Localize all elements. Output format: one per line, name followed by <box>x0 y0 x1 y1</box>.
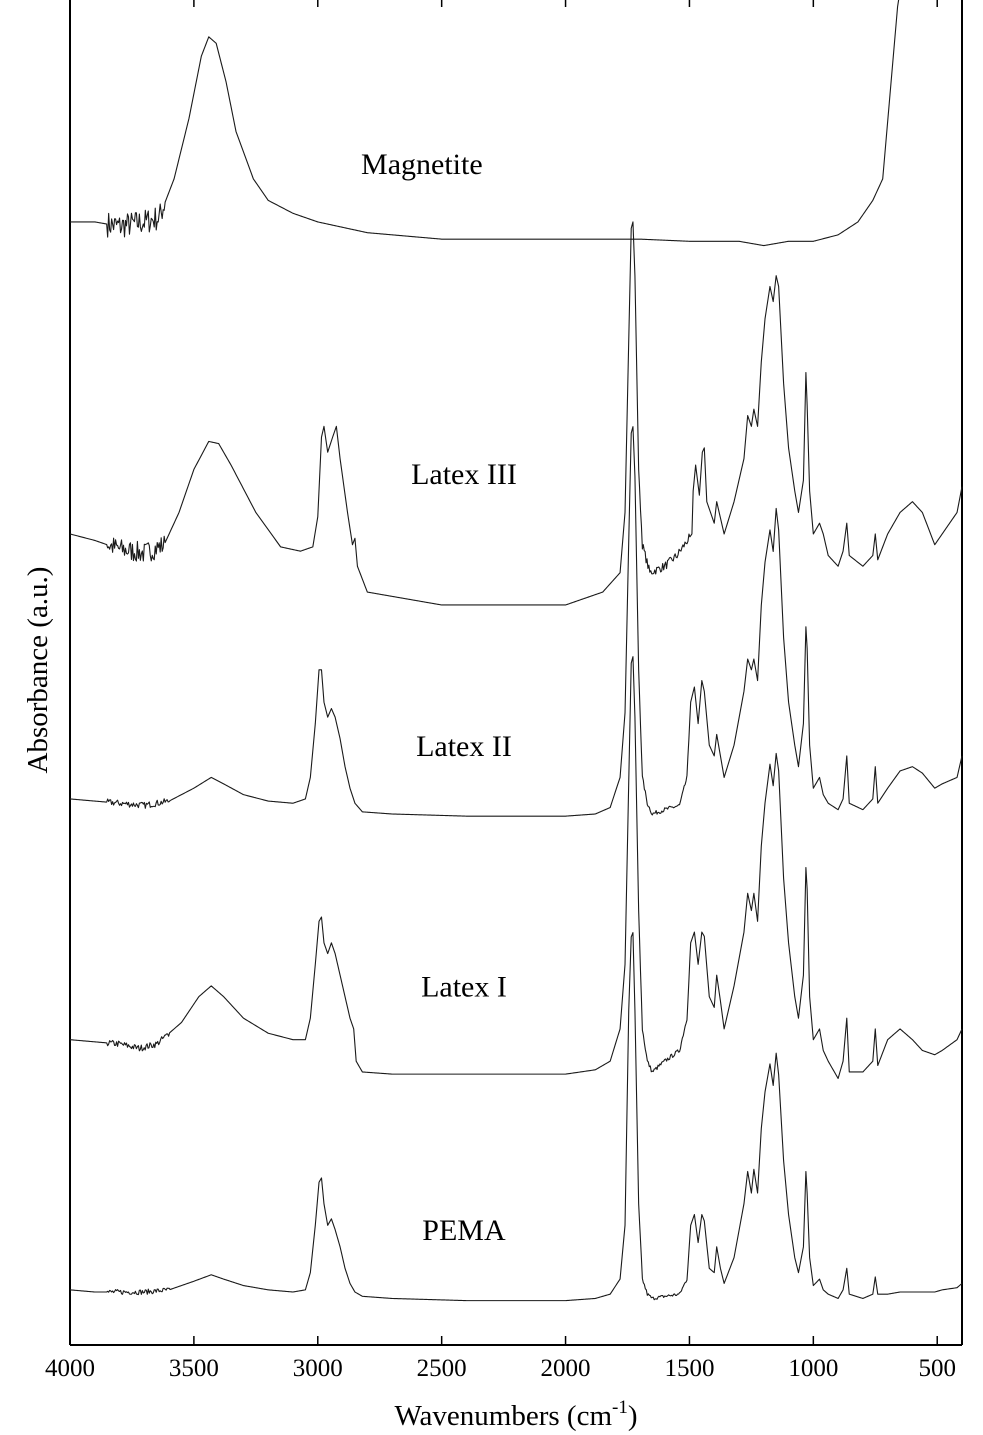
series-label-pema: PEMA <box>422 1214 506 1247</box>
y-axis-title: Absorbance (a.u.) <box>22 567 54 774</box>
x-tick-label: 3000 <box>293 1355 343 1382</box>
series-label-magnetite: Magnetite <box>361 148 483 181</box>
x-axis-title-close: ) <box>628 1400 638 1432</box>
plot-frame <box>69 0 963 1346</box>
x-tick-labels: 4000 3500 3000 2500 2000 1500 1000 500 <box>45 1355 956 1382</box>
series-label-latex-ii: Latex II <box>416 730 512 763</box>
x-axis-title-main: Wavenumbers (cm <box>395 1400 613 1432</box>
trace-latex-i <box>69 656 963 1079</box>
x-tick-label: 1000 <box>788 1355 838 1382</box>
trace-latex-iii <box>69 221 963 606</box>
x-tick-label: 3500 <box>169 1355 219 1382</box>
x-axis-title: Wavenumbers (cm-1) <box>395 1397 638 1432</box>
x-tick-label: 4000 <box>45 1355 95 1382</box>
x-tick-label: 500 <box>918 1355 956 1382</box>
x-axis-title-superscript: -1 <box>612 1397 628 1418</box>
x-tick-label: 2500 <box>417 1355 467 1382</box>
series-label-latex-i: Latex I <box>421 971 507 1004</box>
series-labels: Magnetite Latex III Latex II Latex I PEMA <box>361 148 517 1247</box>
trace-latex-ii <box>69 426 963 817</box>
spectra-traces <box>69 0 963 1302</box>
trace-pema <box>69 932 963 1302</box>
series-label-latex-iii: Latex III <box>411 458 517 491</box>
x-ticks <box>69 0 938 1345</box>
trace-magnetite <box>70 0 900 247</box>
x-tick-label: 1500 <box>664 1355 714 1382</box>
x-tick-label: 2000 <box>541 1355 591 1382</box>
